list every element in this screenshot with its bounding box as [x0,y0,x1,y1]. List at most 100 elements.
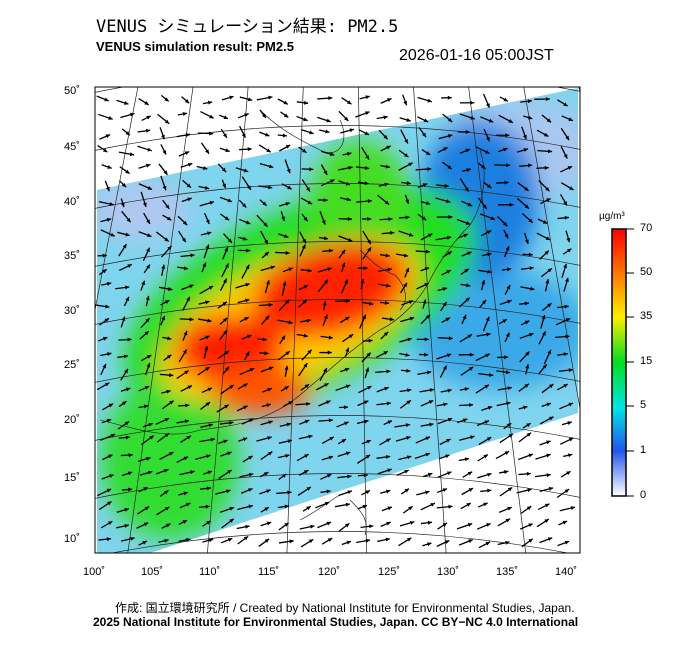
wind-arrow [116,99,129,105]
wind-arrow [176,132,191,138]
wind-arrow [416,490,430,496]
wind-arrow [340,197,352,202]
wind-arrow [118,337,132,342]
wind-arrow [161,389,171,394]
wind-arrow [138,540,148,546]
wind-arrow [300,383,310,391]
wind-arrow [262,387,273,393]
wind-arrow [477,453,489,462]
wind-arrow [301,349,313,361]
wind-arrow [341,97,352,105]
wind-arrow [457,418,468,424]
wind-arrow [540,197,551,205]
wind-arrow [338,180,351,186]
wind-arrow [99,317,110,326]
wind-arrow [296,115,308,122]
wind-arrow [537,149,553,154]
wind-arrow [200,110,214,119]
wind-arrow [141,354,152,362]
wind-arrow [301,213,309,222]
wind-arrow [182,179,192,189]
wind-arrow [219,196,233,203]
wind-arrow [239,125,246,139]
wind-arrow [321,537,333,545]
wind-arrow [420,399,434,407]
wind-arrow [179,502,191,509]
wind-arrow [298,146,307,154]
wind-arrow [219,451,232,457]
wind-arrow [162,336,172,341]
wind-arrow [136,522,149,529]
wind-arrow [181,197,192,203]
wind-arrow [399,388,412,393]
wind-arrow [202,100,213,105]
wind-arrow [97,145,108,153]
wind-arrow [341,262,346,273]
wind-arrow [338,216,352,221]
wind-arrow [555,317,571,326]
wind-arrow [558,520,568,526]
wind-arrow [417,213,427,221]
wind-arrow [337,451,351,457]
parallel-line [95,299,580,325]
wind-arrow [436,183,449,188]
coastlines [99,109,485,536]
parallel-line [95,183,580,209]
wind-arrow [561,115,574,122]
wind-arrow [197,131,214,136]
wind-arrow [523,115,533,120]
wind-arrow [221,518,235,529]
wind-arrow [177,112,188,116]
wind-arrow [522,422,532,429]
wind-arrow [239,147,252,152]
parallel-line [95,125,580,151]
wind-arrow [519,523,533,530]
wind-arrow [520,99,533,104]
wind-arrow [260,265,276,272]
wind-arrow [419,388,435,393]
wind-arrow [137,506,150,515]
wind-arrow [321,150,335,156]
wind-arrow [182,296,191,311]
wind-arrow [198,318,212,323]
wind-arrow [361,352,372,363]
wind-arrow [518,453,534,461]
wind-arrow [415,249,431,254]
wind-arrow [380,145,391,152]
lat-label: 15˚ [64,472,80,484]
wind-arrow [420,502,436,511]
wind-arrow [120,453,133,458]
wind-arrow [118,400,127,408]
wind-arrow [178,230,187,243]
wind-arrow [539,250,550,260]
wind-arrow [159,451,174,461]
wind-arrow [100,229,116,237]
wind-arrow [357,266,368,271]
wind-arrow [525,364,530,375]
wind-arrow [503,229,509,239]
wind-arrow [97,253,107,258]
wind-arrow [300,268,312,273]
wind-arrow [420,520,433,525]
wind-arrow [377,537,391,543]
wind-arrow [400,129,409,144]
wind-arrow [364,367,370,379]
map-area [95,87,580,553]
wind-arrow [459,333,473,343]
wind-arrow [302,505,312,512]
wind-arrow [219,329,228,341]
wind-arrow [220,537,233,544]
wind-arrow [337,438,347,445]
wind-arrow [140,191,147,208]
meridian-line [578,87,580,94]
wind-arrow [315,501,330,509]
wind-arrow [256,214,268,228]
wind-arrow [459,148,471,154]
wind-arrow [100,363,107,376]
wind-arrow [401,300,414,306]
wind-arrow [200,231,212,236]
wind-arrow [436,488,448,494]
wind-arrow [398,455,412,461]
wind-arrow [562,248,572,255]
wind-arrow [478,162,487,170]
